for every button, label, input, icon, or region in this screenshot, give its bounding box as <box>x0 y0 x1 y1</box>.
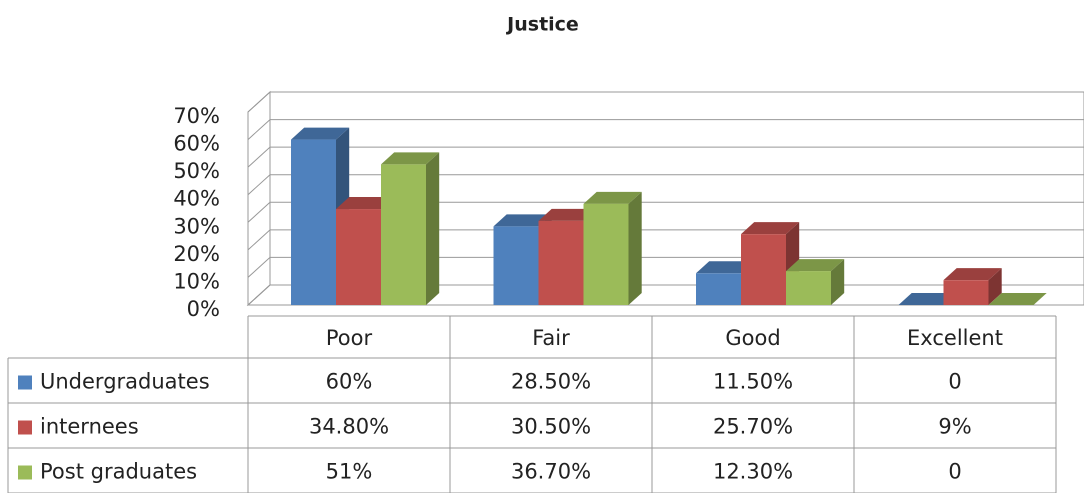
bar-top <box>583 191 642 204</box>
table-value: 25.70% <box>713 415 793 439</box>
bar-front <box>381 164 426 305</box>
bar-front <box>583 203 629 305</box>
table-value: 0 <box>948 370 961 394</box>
bar-side <box>628 191 642 305</box>
table-value: 12.30% <box>713 460 793 484</box>
legend-label: Post graduates <box>40 460 197 484</box>
bar-top <box>943 268 1002 281</box>
y-tick-label: 20% <box>173 242 220 266</box>
bar <box>583 191 642 305</box>
bar-top <box>538 208 597 221</box>
category-label: Good <box>725 326 780 350</box>
bar-top <box>988 293 1047 305</box>
category-label: Excellent <box>907 326 1003 350</box>
bar-top <box>741 222 800 235</box>
grid-line <box>247 119 1084 140</box>
bar-side <box>988 268 1002 305</box>
bar-front <box>786 271 831 305</box>
table-value: 60% <box>326 370 373 394</box>
bar-front <box>538 220 584 305</box>
table-value: 0 <box>948 460 961 484</box>
bar-top <box>696 261 755 274</box>
table-value: 28.50% <box>511 370 591 394</box>
y-tick-label: 30% <box>173 214 220 238</box>
category-label: Poor <box>326 326 373 350</box>
grid-line <box>247 174 1084 196</box>
table-value: 51% <box>326 460 373 484</box>
y-tick-label: 50% <box>173 159 220 183</box>
grid-line <box>247 146 1084 168</box>
bar <box>898 293 957 305</box>
bar-side <box>831 259 845 305</box>
grid-line <box>247 201 1084 223</box>
table-value: 36.70% <box>511 460 591 484</box>
table-value: 30.50% <box>511 415 591 439</box>
bar-top <box>898 293 957 305</box>
y-tick-label: 10% <box>173 269 220 293</box>
bar-top <box>291 127 350 140</box>
bar-top <box>493 214 552 227</box>
bar-front <box>291 139 336 305</box>
legend-swatch <box>18 420 32 435</box>
bar-front <box>741 234 786 305</box>
y-tick-label: 70% <box>173 104 220 128</box>
table-value: 11.50% <box>713 370 793 394</box>
table-value: 9% <box>938 415 971 439</box>
bar <box>988 293 1047 305</box>
y-tick-label: 0% <box>187 297 220 321</box>
bar-side <box>426 152 440 305</box>
bar <box>381 152 440 305</box>
bar <box>943 268 1002 305</box>
bar <box>741 222 800 305</box>
legend-label: internees <box>40 415 139 439</box>
legend-label: Undergraduates <box>40 370 210 394</box>
grid-line <box>247 91 1084 113</box>
bar-front <box>493 226 539 305</box>
table-value: 34.80% <box>309 415 389 439</box>
bar-front <box>336 209 381 305</box>
bar <box>786 259 845 305</box>
y-tick-label: 40% <box>173 187 220 211</box>
side-wall <box>247 90 271 307</box>
category-label: Fair <box>532 326 570 350</box>
y-tick-label: 60% <box>173 132 220 156</box>
bar-top <box>786 259 845 272</box>
bar-front <box>943 280 989 305</box>
grid-line <box>247 256 1084 278</box>
chart-title: Justice <box>505 14 579 36</box>
legend-swatch <box>18 375 32 390</box>
legend-swatch <box>18 465 32 480</box>
bar-front <box>696 273 741 305</box>
bar-top <box>381 152 440 165</box>
bar-top <box>336 197 395 210</box>
grid-line <box>247 229 1084 251</box>
